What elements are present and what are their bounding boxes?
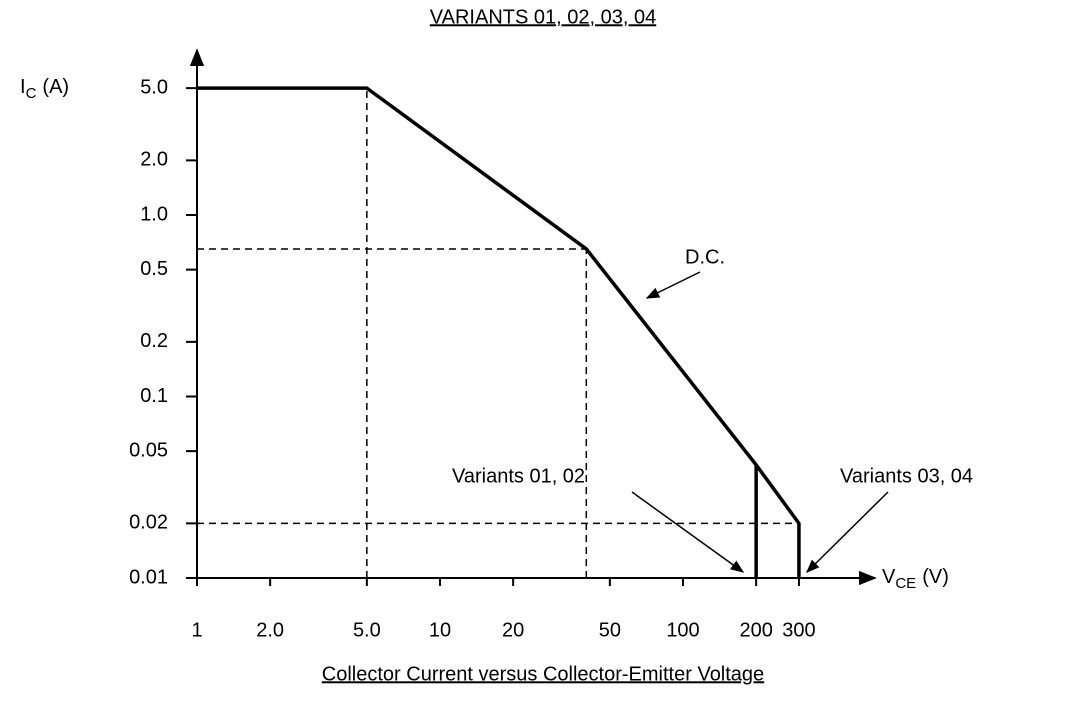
x-axis-label-main: V: [882, 566, 896, 588]
annotation: Variants 01, 02: [452, 465, 585, 487]
x-tick-label: 50: [599, 619, 621, 641]
x-tick-label: 100: [666, 619, 699, 641]
x-axis-label-sub: CE: [895, 575, 916, 592]
y-tick-label: 0.2: [140, 330, 168, 352]
annotation-arrow: [645, 271, 701, 299]
y-tick-label: 2.0: [140, 149, 168, 171]
y-axis-label: IC (A): [20, 76, 69, 102]
annotation: D.C.: [685, 246, 725, 268]
x-tick-label: 300: [782, 619, 815, 641]
annotation-arrow: [631, 491, 745, 573]
y-tick-label: 0.02: [129, 512, 168, 534]
x-axis-label: VCE (V): [882, 566, 949, 592]
annotation: Variants 03, 04: [840, 465, 973, 487]
y-axis-label-unit: (A): [42, 76, 69, 98]
x-tick-label: 200: [739, 619, 772, 641]
x-tick-label: 5.0: [353, 619, 381, 641]
y-tick-label: 0.5: [140, 258, 168, 280]
y-tick-label: 0.1: [140, 385, 168, 407]
chart-caption: Collector Current versus Collector-Emitt…: [322, 663, 764, 685]
x-tick-label: 1: [191, 619, 202, 641]
chart-title: VARIANTS 01, 02, 03, 04: [430, 6, 656, 28]
annotation-arrow: [806, 491, 889, 573]
y-tick-label: 1.0: [140, 203, 168, 225]
x-tick-label: 20: [502, 619, 524, 641]
x-tick-label: 2.0: [256, 619, 284, 641]
x-tick-label: 10: [429, 619, 451, 641]
y-tick-label: 0.05: [129, 439, 168, 461]
y-axis-label-sub: C: [26, 85, 37, 102]
data-line: [197, 86, 801, 578]
y-tick-label: 5.0: [140, 76, 168, 98]
y-tick-label: 0.01: [129, 566, 168, 588]
x-axis-label-unit: (V): [922, 566, 949, 588]
y-axis-label-main: I: [20, 76, 26, 98]
